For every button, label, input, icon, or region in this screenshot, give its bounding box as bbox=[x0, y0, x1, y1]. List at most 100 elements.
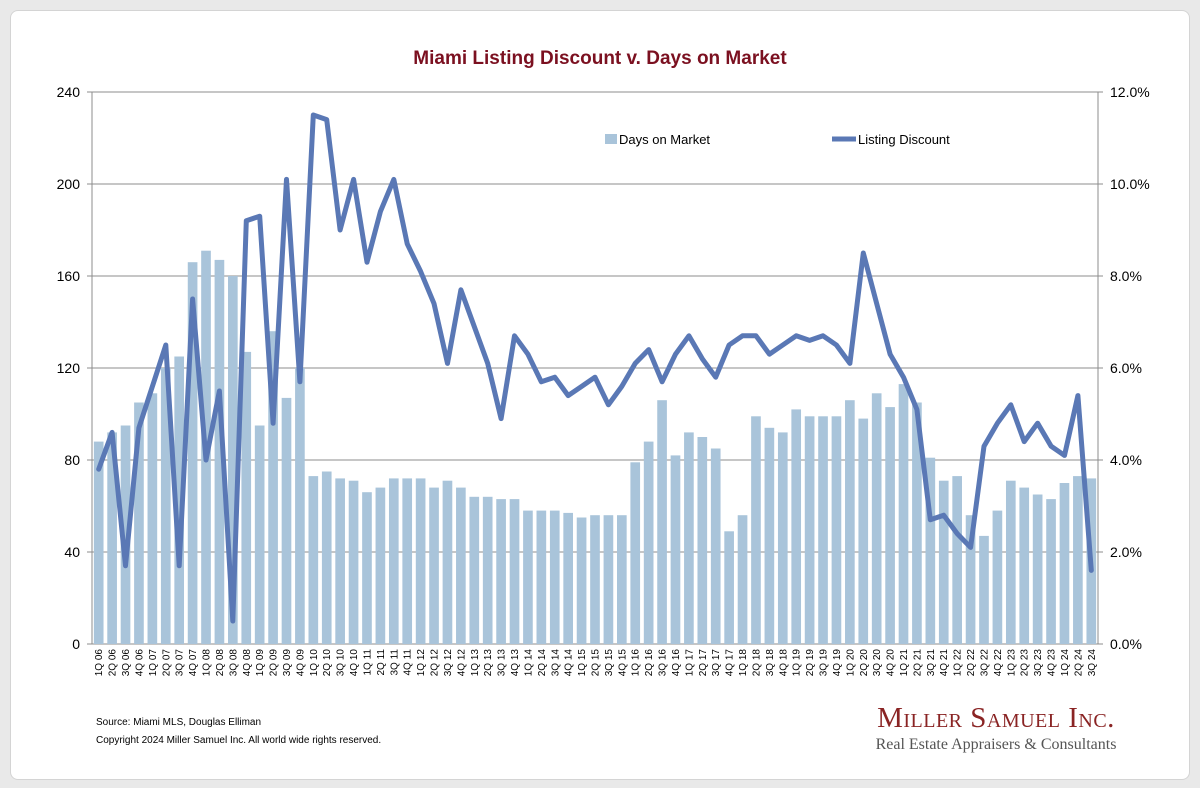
right-tick-label: 10.0% bbox=[1110, 176, 1150, 192]
bar bbox=[375, 487, 386, 644]
x-tick-label: 3Q 22 bbox=[980, 649, 991, 677]
x-tick-label: 3Q 23 bbox=[1033, 649, 1044, 677]
x-tick-label: 3Q 07 bbox=[175, 649, 186, 677]
bar bbox=[965, 515, 976, 644]
bar bbox=[751, 416, 761, 644]
bar bbox=[979, 535, 989, 644]
bar bbox=[912, 402, 922, 644]
bar bbox=[268, 331, 278, 644]
bar bbox=[402, 478, 413, 644]
x-tick-label: 1Q 19 bbox=[792, 649, 803, 677]
x-tick-label: 2Q 24 bbox=[1073, 649, 1084, 677]
x-tick-label: 1Q 08 bbox=[202, 649, 213, 677]
bar bbox=[764, 427, 775, 644]
x-tick-label: 3Q 15 bbox=[604, 649, 615, 677]
bar bbox=[241, 351, 252, 644]
legend: Days on Market Listing Discount bbox=[605, 132, 950, 147]
bar bbox=[1019, 487, 1030, 644]
right-tick-label: 8.0% bbox=[1110, 268, 1142, 284]
x-tick-label: 3Q 11 bbox=[389, 649, 400, 676]
bar bbox=[590, 515, 600, 644]
bar bbox=[281, 397, 292, 644]
bar bbox=[831, 416, 842, 644]
bar bbox=[777, 432, 788, 644]
bar bbox=[93, 441, 104, 644]
x-tick-label: 1Q 18 bbox=[738, 649, 749, 677]
x-tick-label: 1Q 12 bbox=[416, 649, 427, 677]
bar bbox=[120, 425, 131, 644]
x-tick-label: 3Q 20 bbox=[872, 649, 883, 677]
x-tick-label: 4Q 07 bbox=[188, 649, 199, 677]
bar bbox=[630, 462, 641, 644]
x-tick-label: 3Q 18 bbox=[765, 649, 776, 677]
left-tick-label: 40 bbox=[64, 544, 80, 560]
bar bbox=[898, 384, 909, 644]
left-tick-label: 120 bbox=[57, 360, 81, 376]
x-tick-label: 2Q 09 bbox=[269, 649, 280, 677]
bar bbox=[670, 455, 681, 644]
bar bbox=[415, 478, 426, 644]
x-tick-label: 1Q 06 bbox=[94, 649, 105, 677]
bar bbox=[616, 515, 627, 644]
bar bbox=[697, 437, 708, 644]
x-tick-label: 4Q 16 bbox=[671, 649, 682, 677]
bar bbox=[456, 487, 466, 644]
x-tick-label: 2Q 23 bbox=[1020, 649, 1031, 677]
x-tick-label: 4Q 18 bbox=[778, 649, 789, 677]
bar bbox=[348, 480, 359, 644]
bar bbox=[509, 499, 520, 644]
x-tick-label: 4Q 23 bbox=[1047, 649, 1058, 677]
legend-swatch-days-on-market bbox=[605, 134, 617, 144]
bar bbox=[496, 499, 506, 644]
x-tick-label: 4Q 21 bbox=[939, 649, 950, 677]
left-tick-label: 240 bbox=[57, 84, 81, 100]
x-tick-label: 2Q 11 bbox=[376, 649, 387, 676]
x-tick-label: 4Q 06 bbox=[134, 649, 145, 677]
bar bbox=[254, 425, 265, 644]
x-tick-label: 1Q 07 bbox=[148, 649, 159, 677]
x-tick-label: 3Q 14 bbox=[550, 649, 561, 677]
x-tick-label: 1Q 24 bbox=[1060, 649, 1071, 677]
x-tick-label: 3Q 06 bbox=[121, 649, 132, 677]
x-tick-label: 1Q 17 bbox=[684, 649, 695, 677]
x-tick-label: 3Q 10 bbox=[336, 649, 347, 677]
x-tick-label: 2Q 06 bbox=[108, 649, 119, 677]
bar bbox=[321, 471, 332, 644]
bar bbox=[388, 478, 399, 644]
bar bbox=[992, 510, 1003, 644]
bar-series-days-on-market bbox=[93, 250, 1097, 644]
x-tick-label: 2Q 12 bbox=[430, 649, 441, 677]
bar bbox=[308, 476, 319, 644]
x-tick-label: 4Q 14 bbox=[564, 649, 575, 677]
x-tick-label: 4Q 22 bbox=[993, 649, 1004, 677]
x-tick-label: 1Q 10 bbox=[309, 649, 320, 677]
x-tick-label: 1Q 22 bbox=[953, 649, 964, 677]
bar bbox=[938, 480, 949, 644]
bar bbox=[845, 400, 855, 644]
x-tick-label: 2Q 19 bbox=[805, 649, 816, 677]
bar bbox=[429, 487, 439, 644]
x-tick-label: 1Q 13 bbox=[470, 649, 481, 677]
line-series-listing-discount bbox=[96, 112, 1094, 624]
brand-name: Miller Samuel Inc. bbox=[877, 702, 1115, 734]
left-tick-label: 160 bbox=[57, 268, 81, 284]
bar bbox=[724, 531, 734, 644]
bar bbox=[737, 515, 748, 644]
x-tick-label: 2Q 08 bbox=[215, 649, 226, 677]
bar bbox=[214, 259, 225, 644]
right-tick-label: 0.0% bbox=[1110, 636, 1142, 652]
bar bbox=[1005, 480, 1016, 644]
bar bbox=[174, 356, 185, 644]
bar bbox=[549, 510, 560, 644]
bar bbox=[1073, 476, 1083, 644]
bar bbox=[952, 476, 962, 644]
chart-title: Miami Listing Discount v. Days on Market bbox=[413, 48, 787, 69]
x-tick-label: 4Q 20 bbox=[886, 649, 897, 677]
x-tick-label: 1Q 09 bbox=[255, 649, 266, 677]
x-tick-label: 3Q 24 bbox=[1087, 649, 1098, 677]
x-tick-label: 2Q 18 bbox=[752, 649, 763, 677]
x-tick-label: 2Q 22 bbox=[966, 649, 977, 677]
axes: 0 40 80 120 160 200 240 0.0% 2.0% 4.0% 6.0% 8.0% 10.… bbox=[57, 84, 1150, 676]
x-tick-label: 3Q 21 bbox=[926, 649, 937, 677]
